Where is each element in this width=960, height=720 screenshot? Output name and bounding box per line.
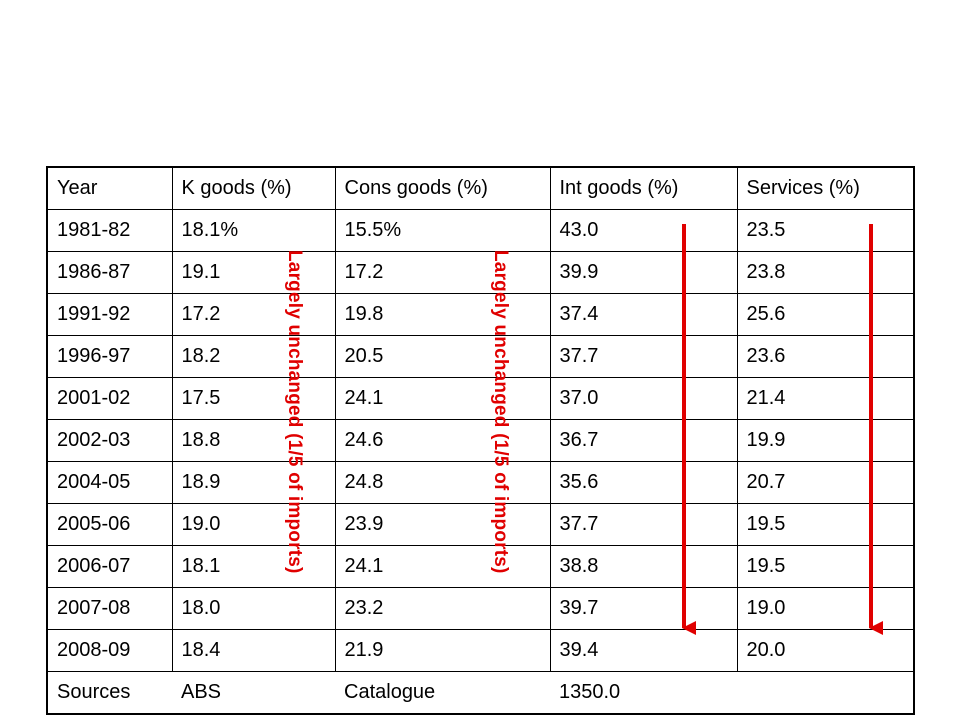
header-cell-cons-goods: Cons goods (%) <box>334 166 551 210</box>
cell-k-goods: ABS <box>172 671 335 715</box>
cell-cons-goods: 24.1 <box>334 377 551 420</box>
cell-year: 2002-03 <box>46 419 173 462</box>
cell-services: 19.0 <box>736 587 915 630</box>
cell-cons-goods: 15.5% <box>334 209 551 252</box>
cell-int-goods: 37.0 <box>549 377 738 420</box>
cell-year: 2005-06 <box>46 503 173 546</box>
cell-k-goods: 18.1% <box>171 209 336 252</box>
cell-services: 23.5 <box>736 209 915 252</box>
cell-k-goods: 18.4 <box>171 629 336 672</box>
cell-services: 25.6 <box>736 293 915 336</box>
cell-int-goods: 38.8 <box>549 545 738 588</box>
cell-k-goods: 18.9 <box>171 461 336 504</box>
cell-cons-goods: Catalogue <box>335 671 550 715</box>
table-row: 1996-97 18.2 20.5 37.7 23.6 <box>46 335 915 378</box>
cell-cons-goods: 24.8 <box>334 461 551 504</box>
cell-services <box>737 671 915 715</box>
table-row: 2007-08 18.0 23.2 39.7 19.0 <box>46 587 915 630</box>
cell-int-goods: 37.7 <box>549 503 738 546</box>
cell-int-goods: 1350.0 <box>550 671 737 715</box>
cell-cons-goods: 21.9 <box>334 629 551 672</box>
header-cell-year: Year <box>46 166 173 210</box>
header-cell-k-goods: K goods (%) <box>171 166 336 210</box>
imports-composition-table: Year K goods (%) Cons goods (%) Int goods (… <box>46 166 915 715</box>
header-cell-services: Services (%) <box>736 166 915 210</box>
table-body: Year K goods (%) Cons goods (%) Int goods (… <box>46 166 915 715</box>
header-row: Year K goods (%) Cons goods (%) Int goods (… <box>46 166 915 210</box>
table-row: 2005-06 19.0 23.9 37.7 19.5 <box>46 503 915 546</box>
cell-k-goods: 19.0 <box>171 503 336 546</box>
cell-year: 1986-87 <box>46 251 173 294</box>
cell-k-goods: 18.8 <box>171 419 336 462</box>
table-row: 2008-09 18.4 21.9 39.4 20.0 <box>46 629 915 672</box>
cell-cons-goods: 19.8 <box>334 293 551 336</box>
table-row: 2006-07 18.1 24.1 38.8 19.5 <box>46 545 915 588</box>
cell-int-goods: 39.7 <box>549 587 738 630</box>
cell-year: 1981-82 <box>46 209 173 252</box>
cell-int-goods: 39.9 <box>549 251 738 294</box>
cell-year: 2001-02 <box>46 377 173 420</box>
table-row: 1981-82 18.1% 15.5% 43.0 23.5 <box>46 209 915 252</box>
cell-year: 2007-08 <box>46 587 173 630</box>
cell-services: 20.7 <box>736 461 915 504</box>
footer-row: Sources ABS Catalogue 1350.0 <box>46 671 915 715</box>
cell-k-goods: 18.2 <box>171 335 336 378</box>
k-goods-annotation: Largely unchanged (1/5 of imports) <box>284 250 305 574</box>
table-row: 1991-92 17.2 19.8 37.4 25.6 <box>46 293 915 336</box>
table-row: 2002-03 18.8 24.6 36.7 19.9 <box>46 419 915 462</box>
cell-services: 23.8 <box>736 251 915 294</box>
cell-cons-goods: 17.2 <box>334 251 551 294</box>
cell-int-goods: 43.0 <box>549 209 738 252</box>
cell-year: 2008-09 <box>46 629 173 672</box>
cell-year: 2004-05 <box>46 461 173 504</box>
table-row: 1986-87 19.1 17.2 39.9 23.8 <box>46 251 915 294</box>
cell-services: 20.0 <box>736 629 915 672</box>
cell-int-goods: 37.4 <box>549 293 738 336</box>
cell-services: 21.4 <box>736 377 915 420</box>
cell-cons-goods: 23.2 <box>334 587 551 630</box>
cell-services: 19.9 <box>736 419 915 462</box>
cell-cons-goods: 24.6 <box>334 419 551 462</box>
cell-services: 19.5 <box>736 503 915 546</box>
cell-int-goods: 39.4 <box>549 629 738 672</box>
cell-cons-goods: 23.9 <box>334 503 551 546</box>
header-cell-int-goods: Int goods (%) <box>549 166 738 210</box>
cell-k-goods: 18.1 <box>171 545 336 588</box>
cell-services: 19.5 <box>736 545 915 588</box>
cell-int-goods: 37.7 <box>549 335 738 378</box>
cell-services: 23.6 <box>736 335 915 378</box>
cell-year: 1991-92 <box>46 293 173 336</box>
cell-cons-goods: 20.5 <box>334 335 551 378</box>
cell-k-goods: 17.5 <box>171 377 336 420</box>
table-row: 2004-05 18.9 24.8 35.6 20.7 <box>46 461 915 504</box>
cell-year: Sources <box>46 671 172 715</box>
cell-k-goods: 19.1 <box>171 251 336 294</box>
table-row: 2001-02 17.5 24.1 37.0 21.4 <box>46 377 915 420</box>
cons-goods-annotation: Largely unchanged (1/5 of imports) <box>490 250 511 574</box>
cell-k-goods: 18.0 <box>171 587 336 630</box>
cell-int-goods: 36.7 <box>549 419 738 462</box>
cell-year: 2006-07 <box>46 545 173 588</box>
cell-year: 1996-97 <box>46 335 173 378</box>
cell-int-goods: 35.6 <box>549 461 738 504</box>
cell-cons-goods: 24.1 <box>334 545 551 588</box>
cell-k-goods: 17.2 <box>171 293 336 336</box>
